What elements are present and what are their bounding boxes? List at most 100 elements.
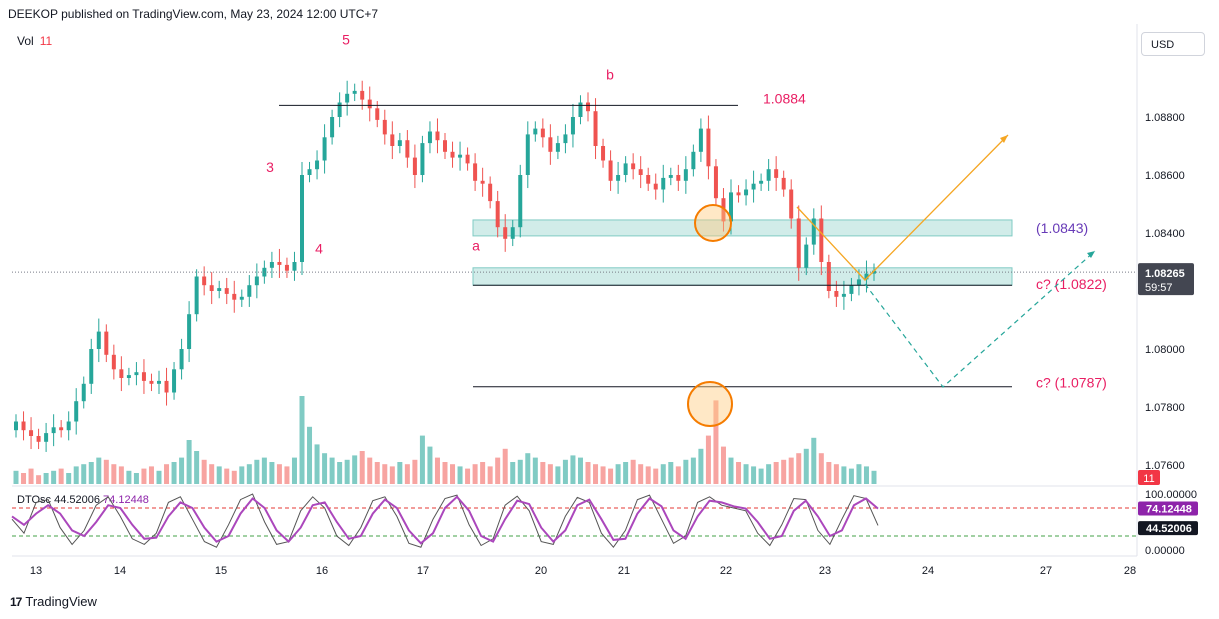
- volume-bar: [766, 464, 772, 484]
- volume-bar: [254, 459, 260, 484]
- candle-body: [360, 90, 365, 100]
- candle-body: [111, 354, 116, 370]
- dtosc-legend-title: DTOsc: [17, 494, 52, 506]
- candle-body: [134, 372, 139, 376]
- volume-bar: [472, 464, 478, 484]
- candle-body: [856, 279, 861, 286]
- volume-bar: [179, 457, 185, 484]
- dtosc-d-badge: [1138, 501, 1198, 516]
- candle-body: [36, 436, 41, 442]
- projection-path-up: [796, 134, 1009, 281]
- candle-body: [811, 218, 816, 245]
- zone-1-zone: [472, 219, 1013, 237]
- chart-svg[interactable]: 1.0884 (1.0843) c? (1.0822) c? (1.0787) 5 b 3 4…: [0, 0, 1219, 590]
- volume-bar: [284, 466, 290, 484]
- currency-button[interactable]: USD: [1141, 32, 1205, 56]
- volume-bar: [698, 448, 704, 484]
- volume-bar: [359, 451, 365, 484]
- volume-bar: [148, 466, 154, 484]
- candle-body: [74, 401, 79, 422]
- candle-body: [44, 433, 49, 442]
- time-tick: 16: [316, 565, 328, 577]
- tradingview-footer[interactable]: 17 TradingView: [10, 594, 97, 609]
- candle-body: [375, 108, 380, 120]
- candle-body: [503, 227, 508, 239]
- volume-bar: [156, 470, 162, 484]
- candle-body: [104, 331, 109, 355]
- volume-bar: [690, 457, 696, 484]
- volume-bar: [645, 466, 651, 484]
- volume-bar: [404, 464, 410, 484]
- zone-2-zone: [472, 267, 1013, 286]
- candle-body: [766, 169, 771, 181]
- candle-body: [254, 276, 259, 286]
- volume-bar: [314, 444, 320, 484]
- volume-bar: [623, 462, 629, 484]
- wave-label-3: 3: [266, 159, 274, 175]
- time-tick: 28: [1124, 565, 1136, 577]
- candle-body: [172, 369, 177, 393]
- candle-body: [89, 349, 94, 384]
- volume-bar: [171, 462, 177, 484]
- volume-bar: [811, 437, 817, 484]
- candle-body: [473, 163, 478, 181]
- volume-bar: [111, 464, 117, 484]
- highlight-circle-upper: [694, 204, 732, 242]
- time-tick: 20: [535, 565, 547, 577]
- volume-bar: [577, 457, 583, 484]
- candle-body: [759, 180, 764, 184]
- candle-body: [397, 140, 402, 146]
- volume-bar: [73, 466, 79, 484]
- candle-body: [834, 291, 839, 297]
- price-tick: 1.08600: [1145, 170, 1185, 182]
- candle-body: [668, 175, 673, 178]
- candle-body: [570, 117, 575, 135]
- time-tick: 23: [819, 565, 831, 577]
- candle-body: [269, 262, 274, 268]
- volume-bar: [58, 468, 64, 484]
- candle-body: [209, 285, 214, 291]
- volume-bar: [352, 455, 358, 484]
- volume-bar: [66, 473, 72, 484]
- volume-bar: [103, 459, 109, 484]
- osc-tick: 0.00000: [1145, 545, 1185, 557]
- candle-body: [247, 285, 252, 297]
- candle-body: [66, 421, 71, 431]
- volume-bar: [683, 459, 689, 484]
- volume-bar: [329, 457, 335, 484]
- candle-body: [81, 383, 86, 402]
- dtosc-d-line: [11, 495, 879, 545]
- volume-bar: [653, 468, 659, 484]
- candle-body: [157, 380, 161, 384]
- candle-body: [796, 218, 801, 268]
- volume-bar: [43, 473, 49, 484]
- volume-bar: [434, 457, 440, 484]
- dtosc-legend[interactable]: DTOsc 44.52006 74.12448: [17, 494, 149, 506]
- candle-body: [646, 175, 651, 184]
- dtosc-legend-k-value: 44.52006: [54, 494, 100, 506]
- candle-body: [420, 143, 425, 175]
- time-tick: 21: [618, 565, 630, 577]
- volume-bar: [803, 448, 809, 484]
- volume-legend[interactable]: Vol 11: [17, 34, 52, 48]
- candle-body: [578, 102, 583, 117]
- price-tick: 1.08400: [1145, 228, 1185, 240]
- candle-body: [533, 128, 538, 135]
- volume-bar: [773, 462, 779, 484]
- highlight-circle-lower: [687, 381, 733, 427]
- candle-body: [736, 192, 741, 196]
- candle-body: [789, 189, 794, 219]
- candle-body: [141, 372, 146, 381]
- candle-body: [337, 102, 342, 117]
- projection-arrowhead-up: [1000, 135, 1008, 143]
- time-tick: 27: [1040, 565, 1052, 577]
- candle-body: [774, 169, 779, 178]
- volume-bar: [194, 451, 200, 484]
- volume-bar: [660, 464, 666, 484]
- projection-path-dashed: [864, 250, 1096, 388]
- candle-body: [352, 90, 357, 94]
- candle-body: [21, 421, 26, 431]
- volume-bar: [88, 462, 94, 484]
- candle-body: [322, 137, 327, 161]
- candle-body: [315, 160, 320, 170]
